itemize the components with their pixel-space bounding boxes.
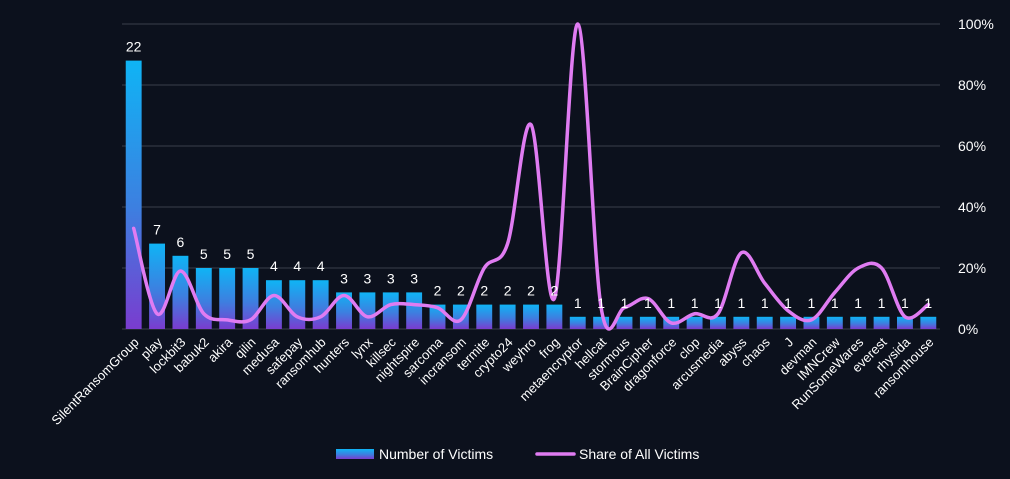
bar-metaencryptor [569,316,586,329]
bar-value-label: 1 [808,295,816,311]
bar-value-label: 4 [270,258,278,274]
bar-value-label: 1 [878,295,886,311]
share-line [131,22,931,331]
bar-value-label: 1 [784,295,792,311]
bar-termite [476,304,493,329]
right-axis-tick-label: 60% [958,138,986,154]
bar-value-label: 5 [223,246,231,262]
bar-clop [686,316,703,329]
category-labels: SilentRansomGroupplaylockbit3babuk2akira… [48,334,936,428]
bar-lynx [359,292,376,329]
bar-value-label: 1 [667,295,675,311]
bar-akira [219,268,236,329]
bar-stormous [616,316,633,329]
bar-value-label: 1 [621,295,629,311]
bar-hunters [336,292,352,329]
bar-play [149,243,166,329]
bar-ransomhouse [920,316,937,329]
bar-abyss [733,316,750,329]
bar-medusa [265,280,282,329]
bar-value-label: 2 [434,283,442,299]
bar-arcusmedia [710,316,726,329]
bar-RunSomeWares [850,316,867,329]
bar-SilentRansomGroup [125,60,142,329]
bar-value-label: 1 [737,295,745,311]
bar-value-label: 3 [340,270,348,286]
legend-label-share: Share of All Victims [579,446,699,462]
bar-value-label: 1 [714,295,722,311]
bar-value-label: 6 [177,234,185,250]
bar-value-label: 2 [550,283,558,299]
bar-value-label: 1 [574,295,582,311]
bar-lockbit3 [172,255,189,329]
bar-value-label: 2 [457,283,465,299]
bar-value-label: 2 [480,283,488,299]
bar-value-label: 22 [126,39,142,55]
bar-qilin [242,268,259,329]
right-axis-ticks: 0% 20% 40% 60% 80% 100% [958,16,994,337]
right-axis-tick-label: 20% [958,260,986,276]
bar-crypto24 [499,304,516,329]
bar-weyhro [523,304,539,329]
bar-nightspire [406,292,423,329]
bar-value-label: 1 [761,295,769,311]
bar-ransomhub [312,280,329,329]
bar-value-label: 3 [410,270,418,286]
category-label: J [781,335,796,350]
bar-everest [873,316,890,329]
category-label: SilentRansomGroup [48,335,141,428]
legend-bar-swatch [336,449,374,459]
right-axis-tick-label: 0% [958,321,978,337]
bar-value-label: 1 [831,295,839,311]
bar-value-label: 1 [901,295,909,311]
bar-value-label: 2 [504,283,512,299]
bar-value-label: 5 [200,246,208,262]
bar-value-label: 1 [691,295,699,311]
bar-babuk2 [195,268,212,329]
bar-chaos [756,316,773,329]
bar-value-label: 1 [644,295,652,311]
legend-label-victims: Number of Victims [379,446,493,462]
right-axis-tick-label: 40% [958,199,986,215]
right-axis-tick-label: 100% [958,16,994,32]
right-axis-tick-label: 80% [958,77,986,93]
bar-value-label: 1 [924,295,932,311]
bar-value-label: 1 [854,295,862,311]
bar-value-label: 3 [364,270,372,286]
bar-value-label: 2 [527,283,535,299]
bar-value-label: 4 [293,258,301,274]
bar-value-label: 1 [597,295,605,311]
bar-value-label: 4 [317,258,325,274]
bar-frog [546,304,563,329]
bar-BrainCipher [639,316,656,329]
category-label: akira [205,334,236,365]
bar-IMNCrew [826,316,843,329]
bar-value-label: 7 [153,222,161,238]
legend: Number of Victims Share of All Victims [336,446,699,462]
share-of-all-victims-line [131,22,931,331]
bar-value-label: 3 [387,270,395,286]
bar-killsec [382,292,399,329]
bar-value-label: 5 [247,246,255,262]
bar-safepay [289,280,306,329]
bar-J [780,316,797,329]
